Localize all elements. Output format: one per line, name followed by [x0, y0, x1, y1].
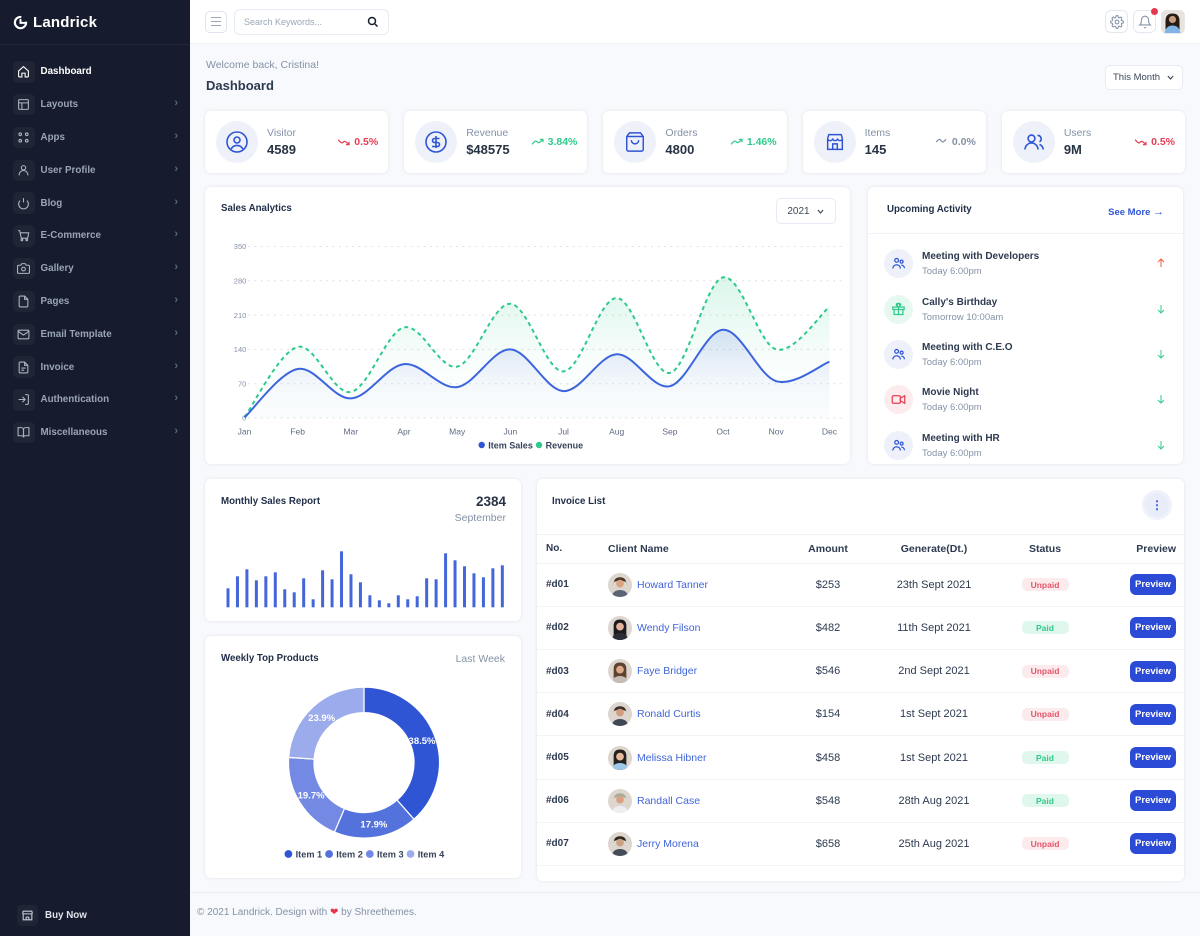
- svg-text:0: 0: [242, 414, 246, 423]
- svg-text:Revenue: Revenue: [546, 440, 584, 450]
- svg-text:280: 280: [234, 277, 247, 286]
- svg-text:19.7%: 19.7%: [298, 790, 325, 801]
- svg-text:Feb: Feb: [290, 427, 305, 437]
- svg-text:38.5%: 38.5%: [409, 736, 436, 747]
- svg-text:Nov: Nov: [769, 427, 785, 437]
- svg-text:Jan: Jan: [238, 427, 252, 437]
- svg-text:Apr: Apr: [397, 427, 410, 437]
- svg-text:Sep: Sep: [662, 427, 677, 437]
- svg-text:Aug: Aug: [609, 427, 624, 437]
- svg-text:17.9%: 17.9%: [360, 819, 387, 830]
- svg-text:Item Sales: Item Sales: [488, 440, 533, 450]
- svg-text:Item 2: Item 2: [336, 849, 363, 859]
- svg-text:Item 3: Item 3: [377, 849, 404, 859]
- svg-text:350: 350: [234, 242, 247, 251]
- svg-text:Jul: Jul: [558, 427, 569, 437]
- svg-text:Oct: Oct: [716, 427, 730, 437]
- svg-text:23.9%: 23.9%: [308, 713, 335, 724]
- svg-text:Dec: Dec: [822, 427, 838, 437]
- svg-text:Jun: Jun: [504, 427, 518, 437]
- svg-text:May: May: [449, 427, 466, 437]
- svg-text:140: 140: [234, 345, 247, 354]
- svg-text:210: 210: [234, 311, 247, 320]
- svg-text:70: 70: [238, 379, 246, 388]
- svg-text:Mar: Mar: [343, 427, 358, 437]
- svg-text:Item 1: Item 1: [296, 849, 323, 859]
- svg-text:Item 4: Item 4: [418, 849, 445, 859]
